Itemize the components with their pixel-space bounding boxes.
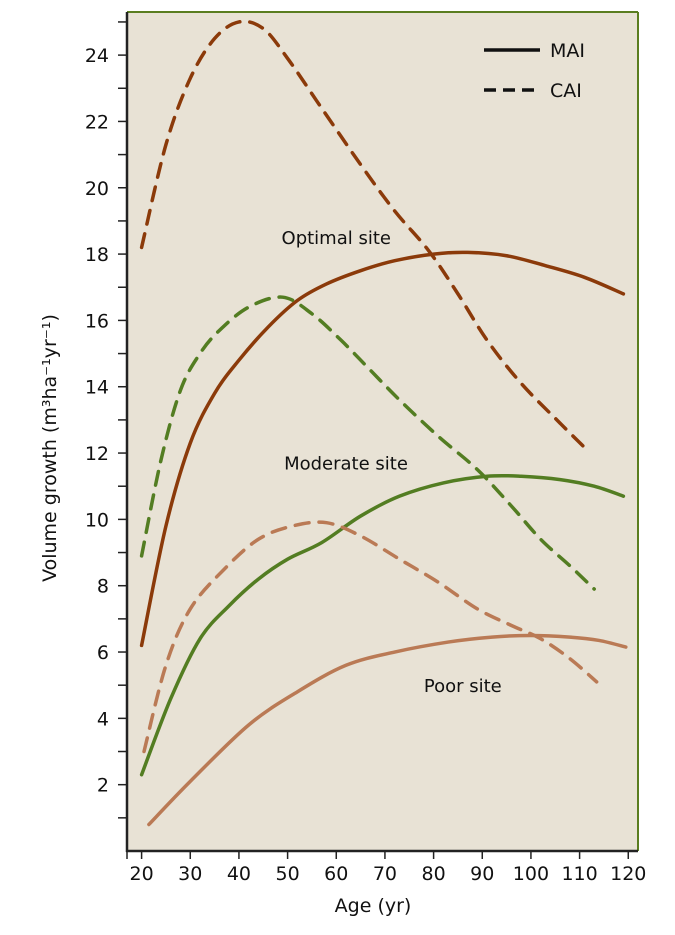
optimal-cai-line [139, 19, 589, 452]
y-tick-label: 8 [97, 576, 109, 598]
moderate-cai-line [139, 295, 596, 591]
y-tick-label: 4 [97, 708, 109, 730]
site-label: Moderate site [284, 454, 408, 475]
y-axis-label: Volume growth (m³ha⁻¹yr⁻¹) [39, 314, 61, 582]
y-tick-label: 2 [97, 775, 109, 797]
x-tick-label: 100 [513, 863, 549, 885]
site-label: Optimal site [282, 228, 391, 249]
x-tick-label: 50 [276, 863, 300, 885]
y-tick-label: 16 [85, 310, 109, 332]
y-tick-label: 20 [85, 178, 109, 200]
y-tick-label: 10 [85, 509, 109, 531]
optimal-mai-line [139, 250, 626, 648]
poor-mai-line [147, 633, 628, 827]
moderate-mai-line [139, 473, 626, 777]
x-axis-label: Age (yr) [335, 895, 412, 917]
y-tick-label: 22 [85, 111, 109, 133]
x-tick-label: 80 [422, 863, 446, 885]
y-tick-label: 24 [85, 45, 109, 67]
plot-frame [125, 11, 639, 853]
x-tick-label: 40 [227, 863, 251, 885]
x-tick-label: 60 [324, 863, 348, 885]
site-label: Poor site [424, 676, 502, 697]
series-lines [139, 19, 628, 827]
x-tick-label: 110 [561, 863, 597, 885]
y-tick-label: 18 [85, 244, 109, 266]
x-tick-label: 120 [610, 863, 646, 885]
annotations: Optimal site Moderate site Poor site [282, 228, 502, 697]
legend: MAI CAI [484, 40, 585, 102]
y-tick-label: 6 [97, 642, 109, 664]
y-tick-label: 14 [85, 377, 109, 399]
x-tick-label: 30 [178, 863, 202, 885]
plot-area [127, 12, 638, 851]
x-tick-label: 70 [373, 863, 397, 885]
y-tick-label: 12 [85, 443, 109, 465]
x-tick-label: 20 [130, 863, 154, 885]
legend-label-mai: MAI [550, 40, 585, 62]
legend-label-cai: CAI [550, 80, 582, 102]
x-tick-label: 90 [470, 863, 494, 885]
